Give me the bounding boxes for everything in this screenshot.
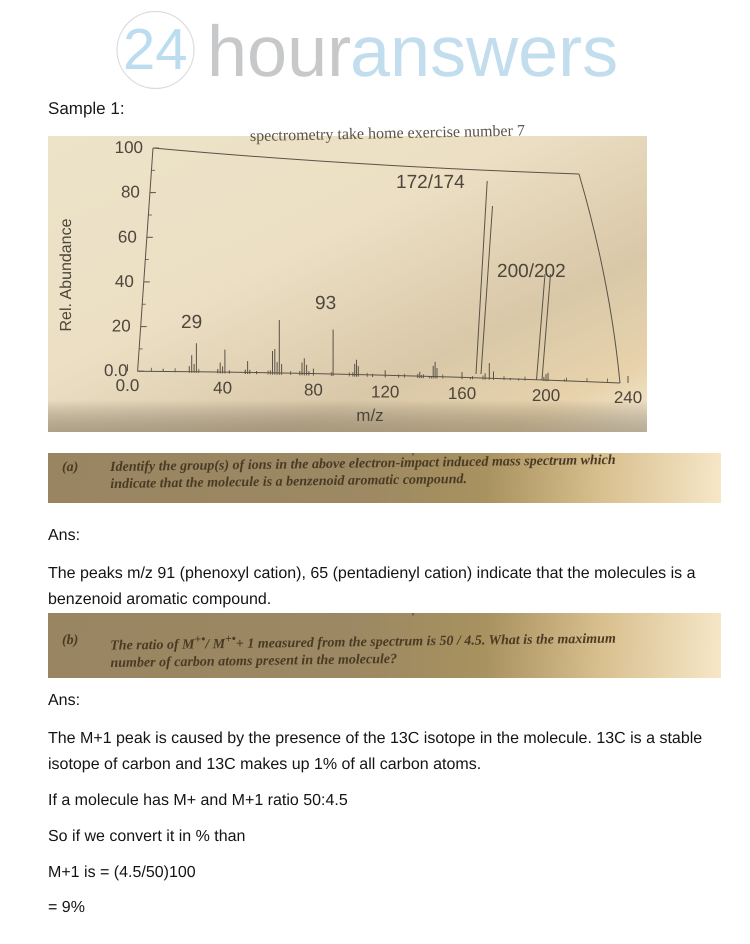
svg-text:200/202: 200/202 (497, 261, 566, 282)
svg-text:40: 40 (213, 378, 232, 397)
svg-text:160: 160 (448, 384, 476, 403)
svg-text:m/z: m/z (356, 406, 383, 425)
svg-text:93: 93 (315, 293, 336, 314)
svg-text:200: 200 (532, 386, 560, 405)
svg-text:172/174: 172/174 (396, 172, 465, 193)
svg-text:120: 120 (371, 382, 399, 401)
svg-text:80: 80 (304, 381, 323, 400)
svg-text:60: 60 (118, 227, 137, 246)
svg-text:29: 29 (181, 312, 202, 333)
svg-text:Rel. Abundance: Rel. Abundance (58, 218, 75, 331)
svg-text:80: 80 (121, 183, 140, 202)
svg-text:20: 20 (112, 317, 131, 336)
svg-text:0.0: 0.0 (116, 376, 140, 395)
svg-text:240: 240 (614, 388, 642, 407)
svg-text:40: 40 (115, 272, 134, 291)
svg-text:100: 100 (115, 138, 143, 157)
